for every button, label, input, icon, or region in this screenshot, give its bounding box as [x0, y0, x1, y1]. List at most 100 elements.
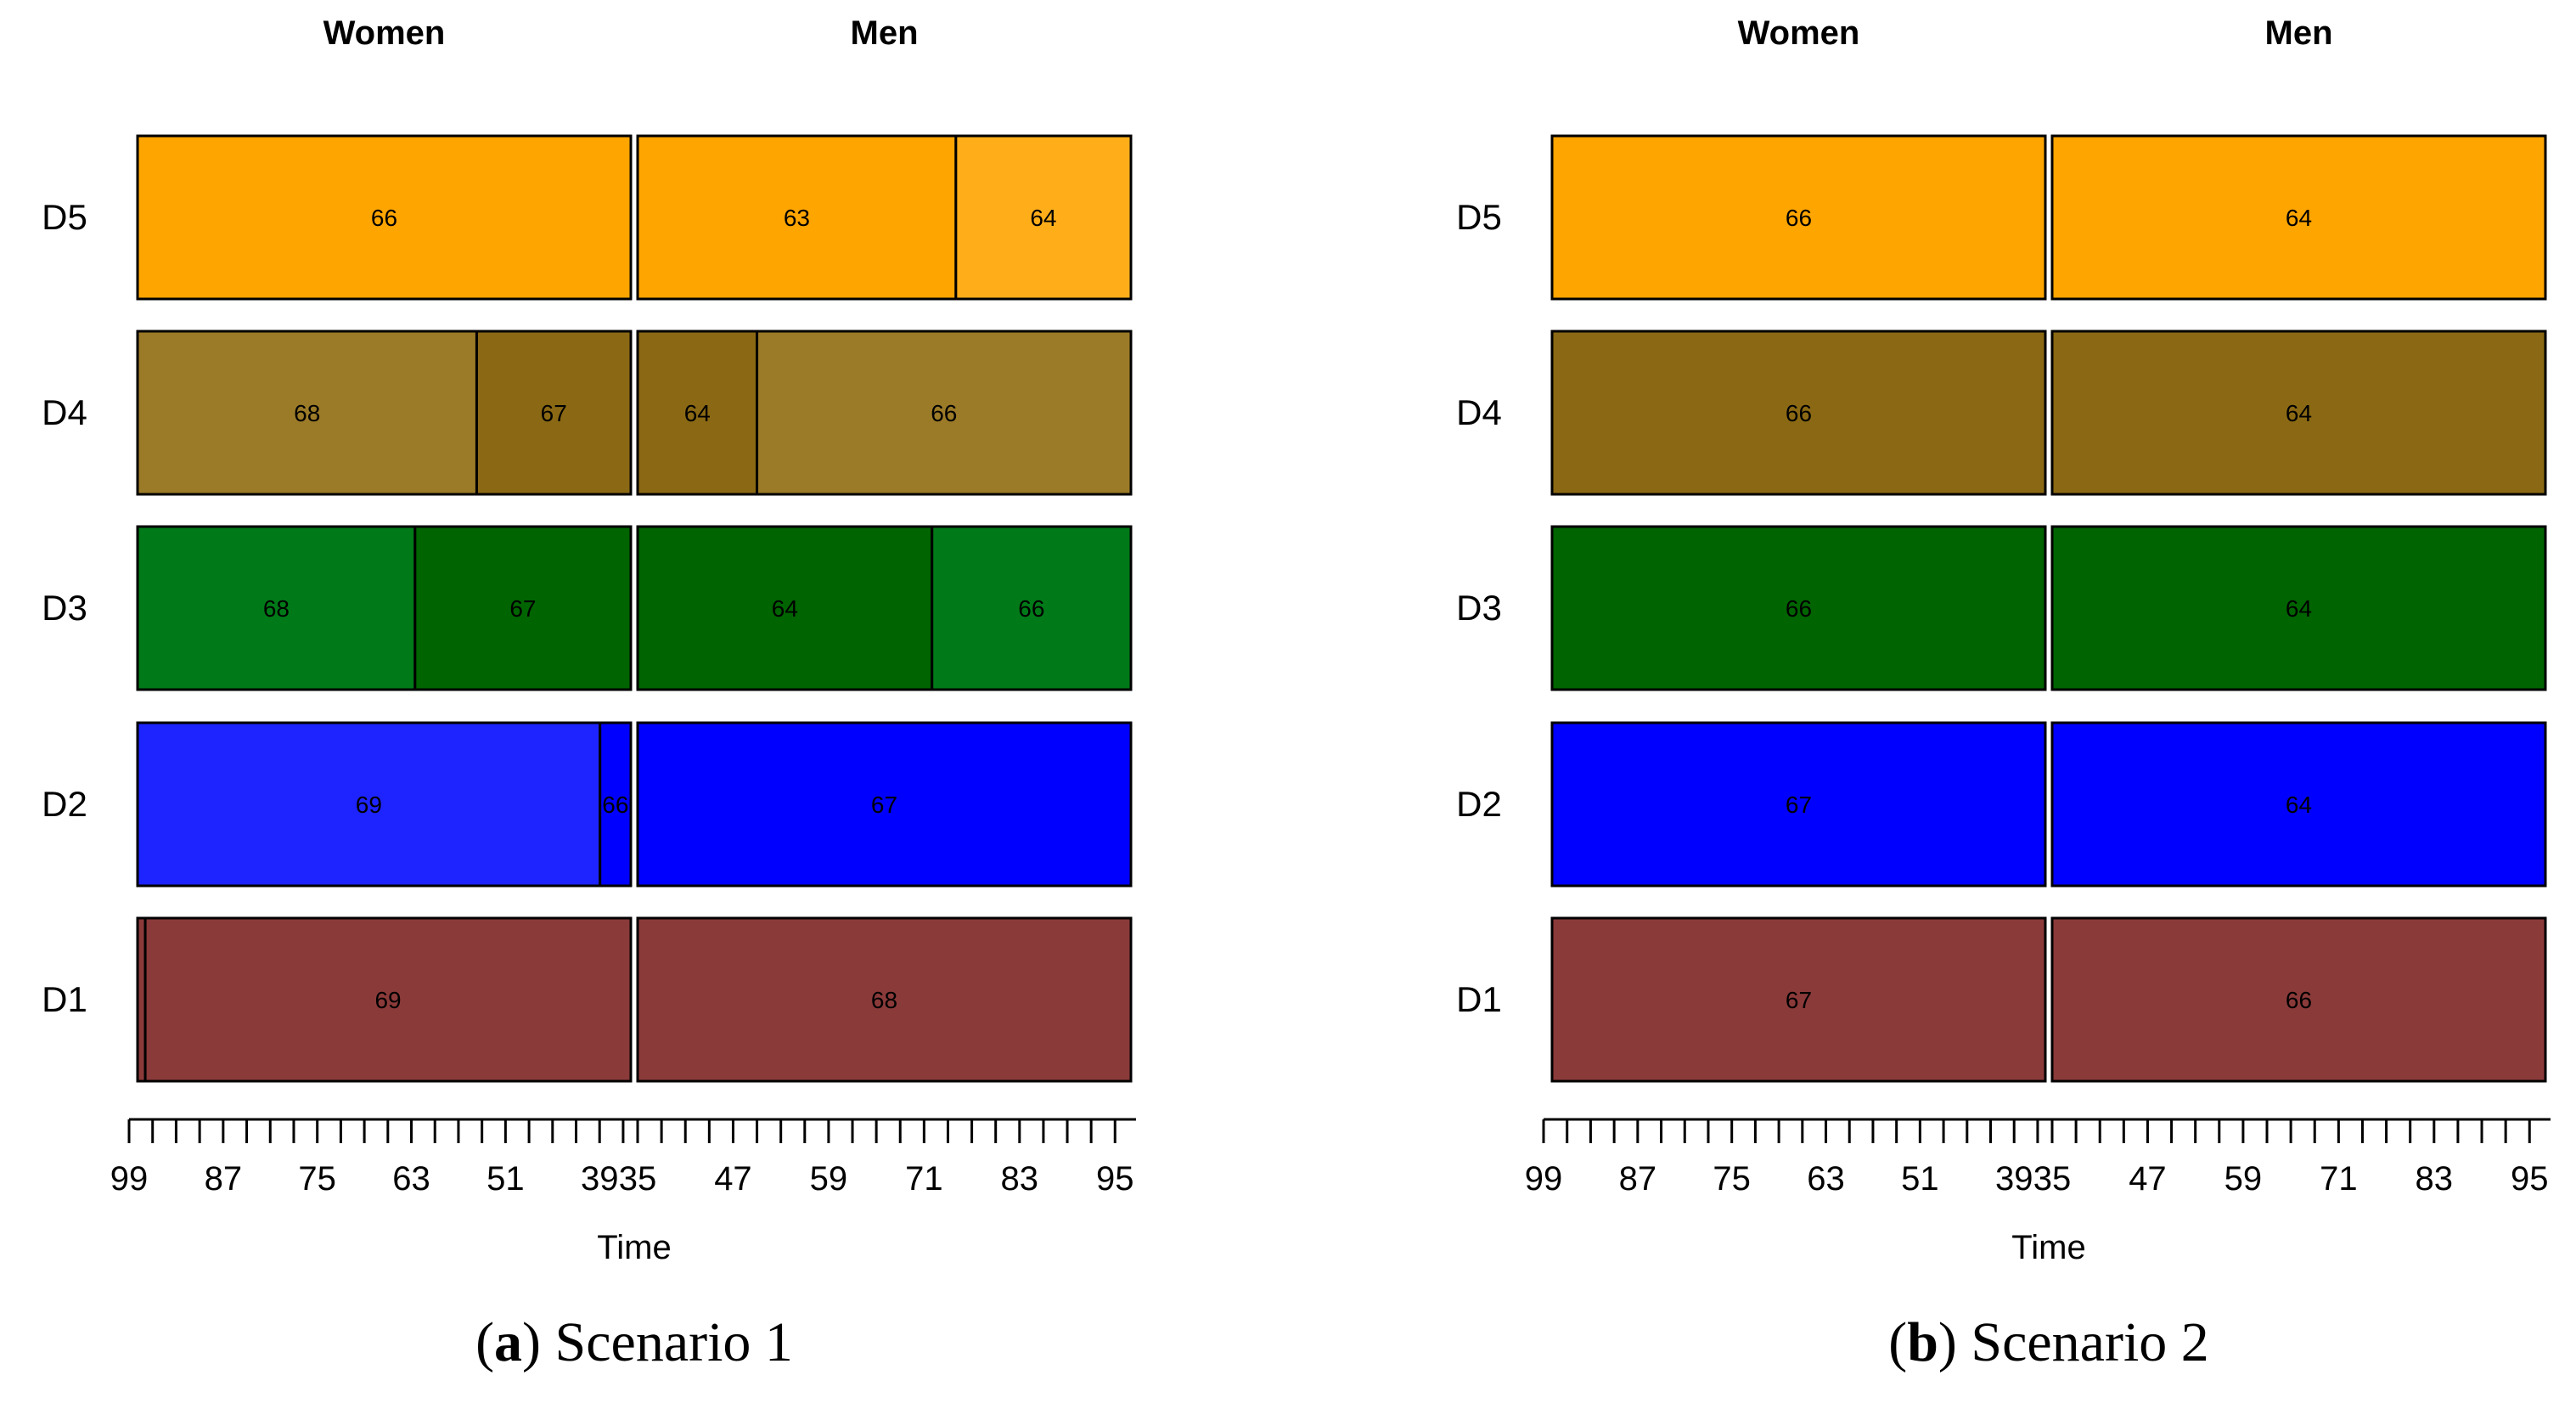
- panel-a: Women Men D5 66 63 64 D4 68 67 64 66 D3 68 67 64 66 D2 69…: [42, 14, 1136, 1373]
- x-axis-title: Time: [2011, 1229, 2085, 1266]
- bar-segment-d1-men-0: [636, 916, 1133, 1083]
- bar-segment-d4-women-0: [1550, 330, 2047, 496]
- row-label-d1: D1: [42, 979, 87, 1019]
- segment-label-d2-women-1: 66: [602, 792, 628, 818]
- tick-label-women-75: 75: [1713, 1160, 1751, 1198]
- row-label-d1: D1: [1456, 979, 1502, 1019]
- caption: (b) Scenario 2: [1888, 1311, 2209, 1373]
- segment-label-d4-men-0: 64: [2286, 400, 2312, 426]
- row-label-d5: D5: [42, 197, 87, 237]
- tick-label-men-47: 47: [714, 1160, 752, 1198]
- group-title-men: Men: [851, 14, 919, 52]
- segment-label-d4-women-0: 66: [1786, 400, 1812, 426]
- bar-segment-d5-men-0: [2050, 134, 2547, 301]
- tick-label-women-51: 51: [487, 1160, 525, 1198]
- tick-label-men-47: 47: [2129, 1160, 2167, 1198]
- tick-label-women-39: 39: [581, 1160, 619, 1198]
- row-label-d5: D5: [1456, 197, 1502, 237]
- tick-label-men-59: 59: [810, 1160, 848, 1198]
- bar-segment-d4-men-0: [636, 330, 759, 496]
- tick-label-men-71: 71: [2320, 1160, 2358, 1198]
- x-axis-title: Time: [597, 1229, 671, 1266]
- bar-segment-d4-men-1: [756, 330, 1133, 496]
- segment-label-d2-men-0: 67: [871, 792, 897, 818]
- segment-label-d5-women-0: 66: [1786, 205, 1812, 231]
- bar-segment-d5-men-0: [636, 134, 958, 301]
- tick-label-women-51: 51: [1901, 1160, 1939, 1198]
- row-label-d3: D3: [42, 588, 87, 628]
- tick-label-men-83: 83: [1001, 1160, 1039, 1198]
- bar-segment-d5-women-0: [1550, 134, 2047, 301]
- tick-label-men-35: 35: [2033, 1160, 2072, 1198]
- segment-label-d4-women-0: 68: [294, 400, 320, 426]
- tick-label-men-95: 95: [1096, 1160, 1134, 1198]
- row-label-d4: D4: [42, 392, 87, 432]
- tick-label-women-75: 75: [298, 1160, 336, 1198]
- segment-label-d3-women-1: 67: [509, 595, 536, 622]
- caption-text: Scenario 2: [1971, 1311, 2208, 1373]
- segment-label-d5-women-0: 66: [371, 205, 397, 231]
- segment-label-d5-men-1: 64: [1030, 205, 1056, 231]
- tick-label-women-87: 87: [205, 1160, 243, 1198]
- bar-segment-d1-men-0: [2050, 916, 2547, 1083]
- segment-label-d1-women-0: 67: [1786, 987, 1812, 1013]
- bar-segment-d1-women-0: [1550, 916, 2047, 1083]
- bar-segment-d2-women-0: [136, 721, 602, 888]
- row-label-d2: D2: [1456, 784, 1502, 824]
- tick-label-women-87: 87: [1619, 1160, 1657, 1198]
- caption-text: Scenario 1: [555, 1311, 793, 1373]
- segment-label-d4-women-1: 67: [541, 400, 567, 426]
- tick-label-men-59: 59: [2224, 1160, 2263, 1198]
- segment-label-d3-women-0: 66: [1786, 595, 1812, 622]
- caption-letter: a: [494, 1311, 522, 1373]
- tick-label-men-71: 71: [905, 1160, 943, 1198]
- group-title-men: Men: [2265, 14, 2333, 52]
- tick-label-women-63: 63: [392, 1160, 430, 1198]
- bar-segment-d2-men-0: [636, 721, 1133, 888]
- bar-segment-d2-women-1: [599, 721, 633, 888]
- segment-label-d2-women-0: 69: [356, 792, 382, 818]
- caption-letter: b: [1907, 1311, 1938, 1373]
- tick-label-men-95: 95: [2511, 1160, 2549, 1198]
- row-label-d3: D3: [1456, 588, 1502, 628]
- segment-label-d3-women-0: 68: [263, 595, 290, 622]
- bar-segment-d5-men-1: [954, 134, 1133, 301]
- row-label-d4: D4: [1456, 392, 1502, 432]
- segment-label-d5-men-0: 63: [784, 205, 810, 231]
- bar-segment-d1-women-1: [143, 916, 633, 1083]
- caption: (a) Scenario 1: [475, 1311, 793, 1373]
- bar-segment-d4-women-1: [475, 330, 633, 496]
- tick-label-women-63: 63: [1807, 1160, 1845, 1198]
- segment-label-d3-men-0: 64: [772, 595, 798, 622]
- bar-segment-d4-men-0: [2050, 330, 2547, 496]
- segment-label-d2-men-0: 64: [2286, 792, 2312, 818]
- bar-segment-d5-women-0: [136, 134, 633, 301]
- tick-label-women-99: 99: [110, 1160, 149, 1198]
- bar-segment-d4-women-0: [136, 330, 478, 496]
- panel-b: Women Men D5 66 64 D4 66 64 D3 66 64 D2 67 64 D1 67 66 99…: [1456, 14, 2551, 1373]
- tick-label-men-83: 83: [2416, 1160, 2454, 1198]
- segment-label-d4-men-1: 66: [931, 400, 957, 426]
- group-title-women: Women: [323, 14, 446, 52]
- segment-label-d1-men-0: 68: [871, 987, 897, 1013]
- bar-segment-d3-women-0: [136, 525, 417, 691]
- bar-segment-d3-men-1: [931, 525, 1133, 691]
- segment-label-d1-men-0: 66: [2286, 987, 2312, 1013]
- bar-segment-d3-women-1: [413, 525, 633, 691]
- segment-label-d2-women-0: 67: [1786, 792, 1812, 818]
- tick-label-men-35: 35: [619, 1160, 657, 1198]
- bar-segment-d2-men-0: [2050, 721, 2547, 888]
- segment-label-d3-men-0: 64: [2286, 595, 2312, 622]
- segment-label-d1-women-1: 69: [374, 987, 401, 1013]
- segment-label-d4-men-0: 64: [684, 400, 711, 426]
- bar-segment-d3-women-0: [1550, 525, 2047, 691]
- bar-segment-d2-women-0: [1550, 721, 2047, 888]
- bar-segment-d3-men-0: [636, 525, 934, 691]
- bar-segment-d3-men-0: [2050, 525, 2547, 691]
- row-label-d2: D2: [42, 784, 87, 824]
- tick-label-women-39: 39: [1995, 1160, 2033, 1198]
- segment-label-d3-men-1: 66: [1018, 595, 1044, 622]
- group-title-women: Women: [1738, 14, 1860, 52]
